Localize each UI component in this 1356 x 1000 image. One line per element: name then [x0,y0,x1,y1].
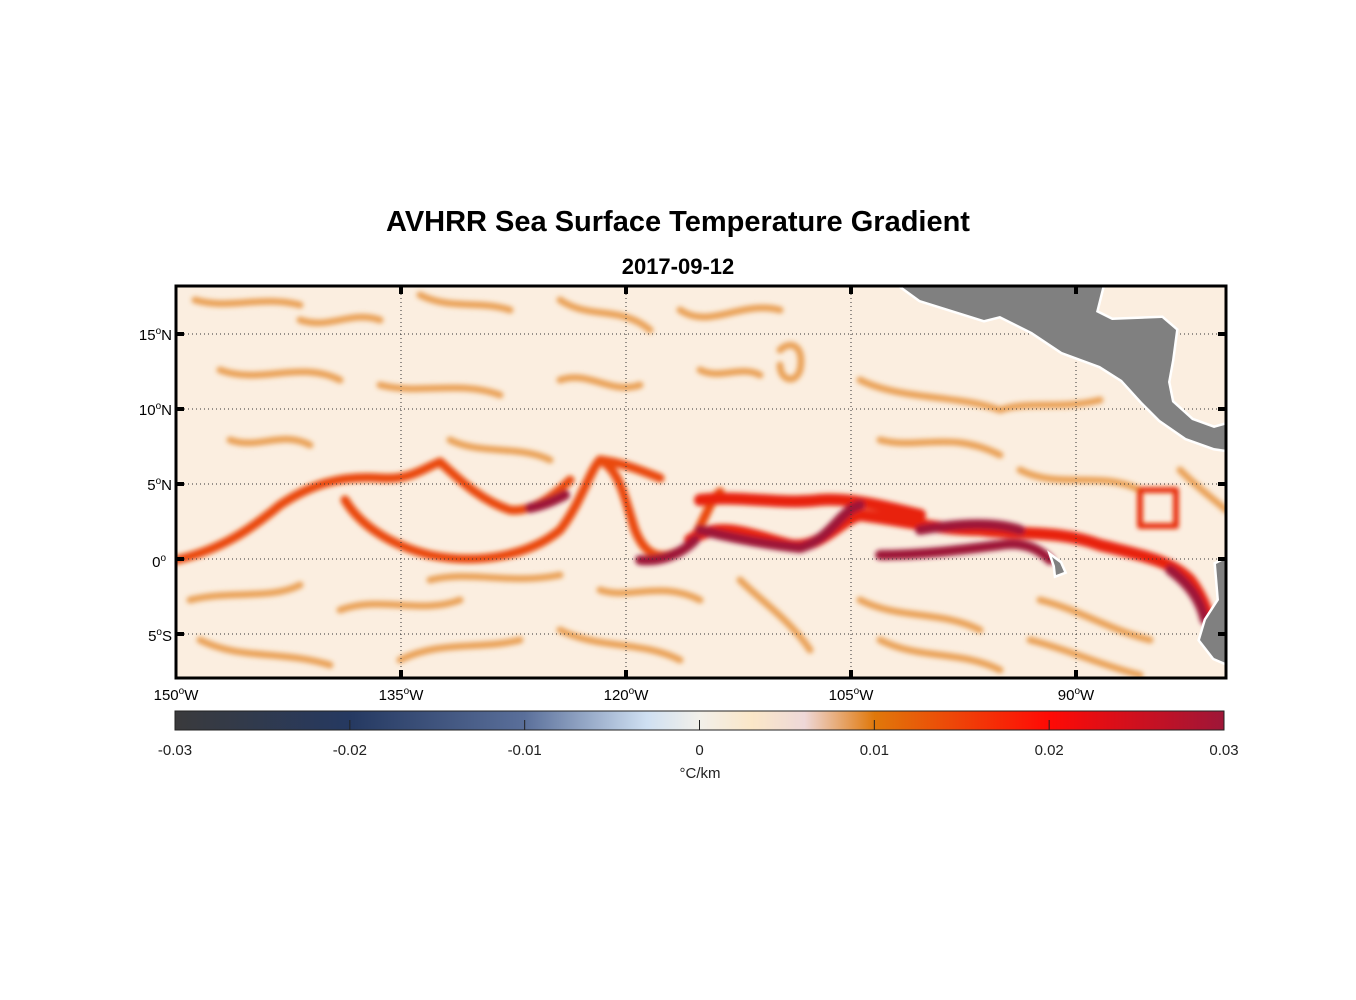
gradient-field [176,291,1226,678]
colorbar-tick-label: 0.03 [1209,742,1238,759]
front [191,296,304,309]
front [696,366,764,379]
front-box [1137,487,1179,529]
y-tick-label: 10oN [139,401,172,419]
x-tick-label: 105oW [829,686,875,704]
front [856,376,1104,414]
y-tick-label: 0o [152,553,166,571]
strong-front [695,500,865,553]
chart-title: AVHRR Sea Surface Temperature Gradient [386,206,970,238]
y-tick-label: 5oN [147,476,172,494]
x-tick-label: 90oW [1058,686,1095,704]
y-tick-label: 15oN [139,326,172,344]
strong-front [875,539,1055,565]
front [556,374,644,391]
front [736,576,814,654]
front [446,436,554,464]
colorbar-tick-label: 0.01 [860,742,889,759]
front [556,296,654,334]
front [876,436,1004,459]
front [1176,466,1226,514]
equatorial-front [595,455,665,483]
equatorial-front [176,457,445,565]
front [1026,636,1144,678]
front [776,341,805,383]
x-tick-label: 135oW [379,686,425,704]
strong-front [635,535,700,566]
y-tick-label: 5oS [148,627,172,645]
equatorial-front [694,492,926,521]
front [296,313,384,327]
front [596,586,704,604]
colorbar-tick-label: -0.01 [508,742,542,759]
strong-front [915,519,1025,535]
front [196,636,334,669]
chart-subtitle: 2017-09-12 [621,254,735,279]
front [556,626,684,664]
colorbar-tick-label: -0.03 [158,742,192,759]
front [226,435,314,449]
y-axis-labels: 15oN 10oN 5oN 0o 5oS [139,326,172,645]
land-galapagos [1047,550,1068,579]
graticule [176,286,1226,678]
x-tick-label: 120oW [604,686,650,704]
front [876,636,1004,674]
front [186,581,304,604]
front [426,571,564,584]
strong-front [525,490,570,513]
colorbar-label: °C/km [680,765,721,782]
axis-ticks [176,286,1226,678]
map-area [176,286,1226,678]
front [1036,596,1154,644]
front [336,596,464,614]
front [376,381,504,399]
x-tick-label: 150oW [154,686,200,704]
front [216,366,344,384]
land-central-america [896,286,1226,453]
colorbar-tick-label: 0 [695,742,703,759]
colorbar: -0.03 -0.02 -0.01 0 0.01 0.02 0.03 °C/km [158,710,1239,782]
colorbar-tick-label: -0.02 [333,742,367,759]
x-axis-labels: 150oW 135oW 120oW 105oW 90oW [154,686,1095,704]
strong-front [1165,565,1210,625]
front [396,636,524,664]
front [1016,466,1144,494]
front [856,596,984,634]
colorbar-tick-label: 0.02 [1035,742,1064,759]
front [416,291,514,314]
front [676,304,784,321]
